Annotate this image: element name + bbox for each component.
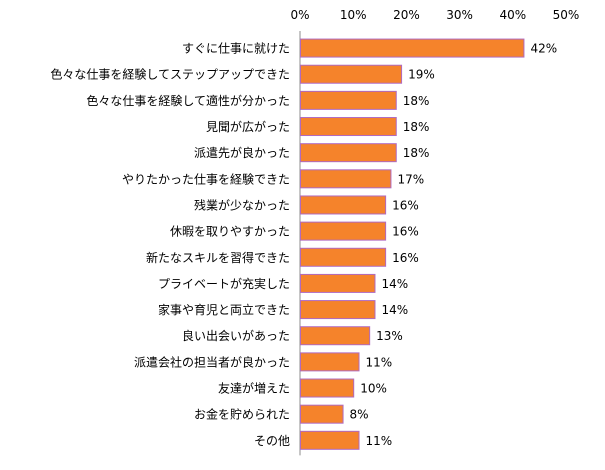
bar xyxy=(300,90,397,110)
x-tick-label: 10% xyxy=(340,8,367,22)
category-label: 良い出会いがあった xyxy=(182,328,290,343)
bar xyxy=(300,117,397,137)
bar xyxy=(300,221,387,241)
data-label: 11% xyxy=(366,355,393,369)
category-label: すぐに仕事に就けた xyxy=(182,42,290,56)
x-axis-ticks: 0% 10% 20% 30% 40% 50% xyxy=(290,8,579,22)
bar xyxy=(300,300,376,320)
data-label: 8% xyxy=(350,408,369,422)
category-label: プライベートが充実した xyxy=(158,276,290,291)
bar xyxy=(300,169,392,189)
x-tick-label: 30% xyxy=(446,8,473,22)
bar xyxy=(300,404,344,424)
category-label: お金を貯められた xyxy=(194,407,290,422)
category-label: 派遣先が良かった xyxy=(194,145,290,160)
bar xyxy=(300,247,387,267)
data-label: 19% xyxy=(408,68,435,82)
bar xyxy=(300,195,387,215)
bar xyxy=(300,143,397,163)
bar xyxy=(300,378,355,398)
category-label: 残業が少なかった xyxy=(194,197,290,212)
data-label: 16% xyxy=(392,225,419,239)
data-label: 13% xyxy=(376,329,403,343)
category-label: やりたかった仕事を経験できた xyxy=(122,171,290,186)
data-label: 14% xyxy=(381,277,408,291)
category-label: 休暇を取りやすかった xyxy=(170,225,290,239)
bar xyxy=(300,38,525,58)
data-label: 16% xyxy=(392,198,419,212)
bars xyxy=(300,38,525,450)
bar xyxy=(300,273,376,293)
bar xyxy=(300,326,371,346)
category-labels: すぐに仕事に就けた色々な仕事を経験してステップアップできた色々な仕事を経験して適… xyxy=(50,42,290,448)
category-label: その他 xyxy=(254,434,290,448)
data-label: 42% xyxy=(530,42,557,56)
category-label: 友達が増えた xyxy=(218,381,290,396)
x-tick-label: 0% xyxy=(290,8,309,22)
data-label: 17% xyxy=(397,172,424,186)
bar xyxy=(300,352,360,372)
data-label: 18% xyxy=(403,94,430,108)
bar xyxy=(300,64,403,84)
data-label: 16% xyxy=(392,251,419,265)
category-label: 見聞が広がった xyxy=(206,119,290,134)
category-label: 新たなスキルを習得できた xyxy=(146,250,290,265)
category-label: 派遣会社の担当者が良かった xyxy=(134,354,290,369)
category-label: 家事や育児と両立できた xyxy=(158,302,290,317)
data-label: 18% xyxy=(403,146,430,160)
data-labels: 42% 19% 18% 18% 18% 17% 16% 16% 16% 14% 14% 13% 11% 1… xyxy=(350,42,558,448)
category-label: 色々な仕事を経験してステップアップできた xyxy=(50,67,290,82)
x-tick-label: 40% xyxy=(499,8,526,22)
data-label: 18% xyxy=(403,120,430,134)
category-label: 色々な仕事を経験して適性が分かった xyxy=(86,93,290,108)
data-label: 11% xyxy=(366,434,393,448)
x-tick-label: 20% xyxy=(393,8,420,22)
data-label: 14% xyxy=(381,303,408,317)
data-label: 10% xyxy=(360,382,387,396)
x-tick-label: 50% xyxy=(553,8,580,22)
bar xyxy=(300,430,360,450)
